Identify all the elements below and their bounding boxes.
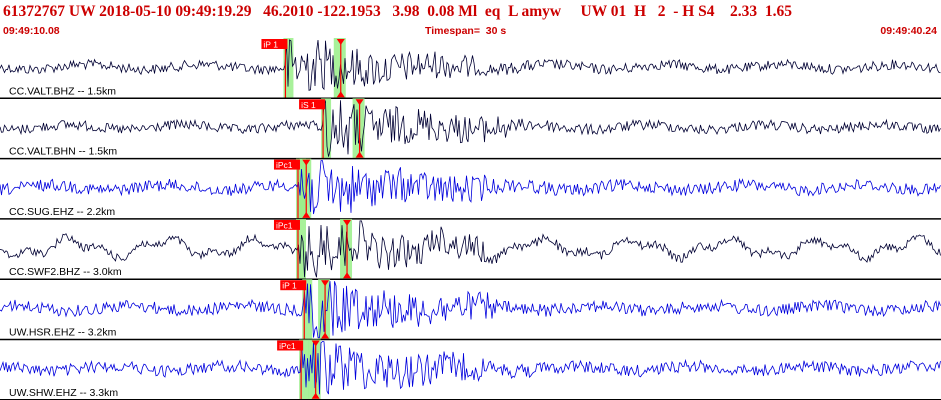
pick-up-arrow	[355, 151, 364, 158]
pick-flag[interactable]	[273, 159, 300, 170]
station-label: CC.VALT.BHN -- 1.5km	[9, 146, 117, 158]
pick-flag[interactable]	[299, 99, 326, 110]
waveform-trace	[0, 220, 941, 278]
end-time-label: 09:49:40.24	[880, 25, 937, 37]
pick-flag-label: iPc1	[279, 341, 296, 351]
p-window-highlight	[302, 279, 313, 340]
waveform-trace	[0, 39, 941, 91]
s-window-highlight	[299, 158, 312, 219]
pick-flag-label: iPc1	[276, 160, 293, 170]
seismogram-panel[interactable]: iP 1 CC.VALT.BHZ -- 1.5km iS 1 CC.VALT.BHN …	[0, 38, 941, 400]
event-header: 61372767 UW 2018-05-10 09:49:19.29 46.20…	[0, 0, 941, 38]
waveform-trace	[0, 99, 941, 157]
pick-down-arrow	[336, 39, 345, 45]
pick-down-arrow	[311, 340, 320, 347]
timespan-label: Timespan= 30 s	[425, 25, 507, 37]
pick-flag[interactable]	[273, 219, 300, 230]
p-window-highlight	[299, 339, 310, 400]
station-label: CC.SWF2.BHZ -- 3.0km	[9, 266, 122, 278]
pick-flag-label: iP 1	[282, 281, 297, 291]
pick-flag[interactable]	[277, 340, 304, 351]
pick-flag[interactable]	[280, 280, 307, 291]
pick-down-arrow	[321, 280, 330, 287]
station-label: CC.VALT.BHZ -- 1.5km	[9, 85, 116, 97]
pick-up-arrow	[336, 91, 345, 98]
pick-flag-label: iS 1	[301, 100, 316, 110]
pick-down-arrow	[302, 159, 311, 166]
waveform-trace	[0, 160, 941, 215]
waveform-trace	[0, 341, 941, 395]
pick-up-arrow	[321, 332, 330, 339]
pick-flag-label: iP 1	[263, 40, 278, 50]
pick-down-arrow	[355, 99, 364, 106]
pick-up-arrow	[302, 211, 311, 218]
waveform-trace	[0, 281, 941, 338]
start-time-label: 09:49:10.08	[3, 25, 60, 37]
station-label: CC.SUG.EHZ -- 2.2km	[9, 206, 115, 218]
pick-flag[interactable]	[261, 39, 288, 49]
station-label: UW.HSR.EHZ -- 3.2km	[9, 327, 117, 339]
pick-up-arrow	[343, 272, 352, 279]
station-label: UW.SHW.EHZ -- 3.3km	[9, 387, 118, 399]
s-window-highlight	[318, 279, 331, 340]
pick-up-arrow	[311, 392, 320, 399]
event-summary-title: 61372767 UW 2018-05-10 09:49:19.29 46.20…	[3, 3, 793, 20]
pick-down-arrow	[343, 219, 352, 226]
pick-flag-label: iPc1	[276, 220, 293, 230]
